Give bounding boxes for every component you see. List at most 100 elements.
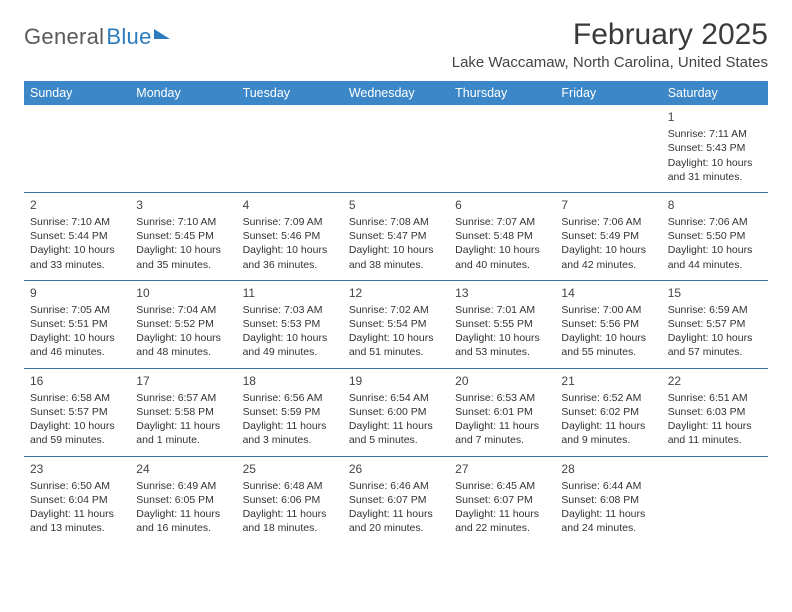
sunrise-text: Sunrise: 7:06 AM — [561, 215, 655, 229]
calendar-day: 23Sunrise: 6:50 AMSunset: 6:04 PMDayligh… — [24, 457, 130, 544]
day-number: 24 — [136, 461, 230, 477]
sunset-text: Sunset: 5:55 PM — [455, 317, 549, 331]
calendar-empty-cell — [662, 457, 768, 544]
day-number: 14 — [561, 285, 655, 301]
daylight-text: Daylight: 11 hours and 24 minutes. — [561, 507, 655, 535]
calendar-day: 20Sunrise: 6:53 AMSunset: 6:01 PMDayligh… — [449, 369, 555, 456]
sunset-text: Sunset: 5:50 PM — [668, 229, 762, 243]
daylight-text: Daylight: 10 hours and 42 minutes. — [561, 243, 655, 271]
day-number: 21 — [561, 373, 655, 389]
day-number: 20 — [455, 373, 549, 389]
sunset-text: Sunset: 6:07 PM — [349, 493, 443, 507]
calendar-day: 19Sunrise: 6:54 AMSunset: 6:00 PMDayligh… — [343, 369, 449, 456]
weekday-saturday: Saturday — [662, 81, 768, 105]
calendar-day: 21Sunrise: 6:52 AMSunset: 6:02 PMDayligh… — [555, 369, 661, 456]
sunset-text: Sunset: 5:57 PM — [30, 405, 124, 419]
day-number: 27 — [455, 461, 549, 477]
calendar-day: 18Sunrise: 6:56 AMSunset: 5:59 PMDayligh… — [237, 369, 343, 456]
sunset-text: Sunset: 6:04 PM — [30, 493, 124, 507]
day-number: 1 — [668, 109, 762, 125]
sunrise-text: Sunrise: 7:07 AM — [455, 215, 549, 229]
daylight-text: Daylight: 10 hours and 49 minutes. — [243, 331, 337, 359]
daylight-text: Daylight: 10 hours and 40 minutes. — [455, 243, 549, 271]
day-number: 15 — [668, 285, 762, 301]
sunrise-text: Sunrise: 6:54 AM — [349, 391, 443, 405]
sunrise-text: Sunrise: 6:57 AM — [136, 391, 230, 405]
sunrise-text: Sunrise: 6:59 AM — [668, 303, 762, 317]
day-number: 17 — [136, 373, 230, 389]
daylight-text: Daylight: 11 hours and 1 minute. — [136, 419, 230, 447]
daylight-text: Daylight: 11 hours and 18 minutes. — [243, 507, 337, 535]
sunset-text: Sunset: 5:57 PM — [668, 317, 762, 331]
calendar-body: 1Sunrise: 7:11 AMSunset: 5:43 PMDaylight… — [24, 105, 768, 543]
daylight-text: Daylight: 11 hours and 9 minutes. — [561, 419, 655, 447]
sunset-text: Sunset: 5:45 PM — [136, 229, 230, 243]
calendar-week: 1Sunrise: 7:11 AMSunset: 5:43 PMDaylight… — [24, 105, 768, 192]
calendar-empty-cell — [237, 105, 343, 192]
calendar-empty-cell — [130, 105, 236, 192]
daylight-text: Daylight: 10 hours and 48 minutes. — [136, 331, 230, 359]
calendar-empty-cell — [555, 105, 661, 192]
calendar-day: 2Sunrise: 7:10 AMSunset: 5:44 PMDaylight… — [24, 193, 130, 280]
day-number: 22 — [668, 373, 762, 389]
calendar-day: 27Sunrise: 6:45 AMSunset: 6:07 PMDayligh… — [449, 457, 555, 544]
sunset-text: Sunset: 6:03 PM — [668, 405, 762, 419]
daylight-text: Daylight: 11 hours and 7 minutes. — [455, 419, 549, 447]
calendar-day: 1Sunrise: 7:11 AMSunset: 5:43 PMDaylight… — [662, 105, 768, 192]
sunset-text: Sunset: 5:58 PM — [136, 405, 230, 419]
daylight-text: Daylight: 10 hours and 51 minutes. — [349, 331, 443, 359]
day-number: 3 — [136, 197, 230, 213]
daylight-text: Daylight: 10 hours and 57 minutes. — [668, 331, 762, 359]
day-number: 4 — [243, 197, 337, 213]
calendar-day: 14Sunrise: 7:00 AMSunset: 5:56 PMDayligh… — [555, 281, 661, 368]
day-number: 8 — [668, 197, 762, 213]
day-number: 28 — [561, 461, 655, 477]
sunrise-text: Sunrise: 6:46 AM — [349, 479, 443, 493]
day-number: 12 — [349, 285, 443, 301]
calendar-day: 26Sunrise: 6:46 AMSunset: 6:07 PMDayligh… — [343, 457, 449, 544]
sunset-text: Sunset: 5:51 PM — [30, 317, 124, 331]
sunrise-text: Sunrise: 7:04 AM — [136, 303, 230, 317]
calendar-week: 2Sunrise: 7:10 AMSunset: 5:44 PMDaylight… — [24, 192, 768, 280]
sunset-text: Sunset: 5:48 PM — [455, 229, 549, 243]
weekday-sunday: Sunday — [24, 81, 130, 105]
header: General Blue February 2025 Lake Waccamaw… — [24, 18, 768, 71]
sunrise-text: Sunrise: 6:48 AM — [243, 479, 337, 493]
calendar-empty-cell — [24, 105, 130, 192]
day-number: 9 — [30, 285, 124, 301]
day-number: 25 — [243, 461, 337, 477]
daylight-text: Daylight: 10 hours and 53 minutes. — [455, 331, 549, 359]
calendar-day: 7Sunrise: 7:06 AMSunset: 5:49 PMDaylight… — [555, 193, 661, 280]
daylight-text: Daylight: 10 hours and 59 minutes. — [30, 419, 124, 447]
day-number: 5 — [349, 197, 443, 213]
calendar-day: 3Sunrise: 7:10 AMSunset: 5:45 PMDaylight… — [130, 193, 236, 280]
calendar-day: 25 Sunrise: 6:48 AMSunset: 6:06 PMDayligh… — [237, 457, 343, 544]
calendar-day: 24Sunrise: 6:49 AMSunset: 6:05 PMDayligh… — [130, 457, 236, 544]
sunset-text: Sunset: 6:05 PM — [136, 493, 230, 507]
sunset-text: Sunset: 6:02 PM — [561, 405, 655, 419]
sunrise-text: Sunrise: 6:44 AM — [561, 479, 655, 493]
sunset-text: Sunset: 5:43 PM — [668, 141, 762, 155]
day-number: 10 — [136, 285, 230, 301]
sunset-text: Sunset: 6:06 PM — [243, 493, 337, 507]
logo-blue-word: Blue — [106, 24, 151, 50]
location: Lake Waccamaw, North Carolina, United St… — [452, 54, 768, 71]
sunrise-text: Sunrise: 7:01 AM — [455, 303, 549, 317]
weekday-friday: Friday — [555, 81, 661, 105]
weekday-tuesday: Tuesday — [237, 81, 343, 105]
calendar-day: 5Sunrise: 7:08 AMSunset: 5:47 PMDaylight… — [343, 193, 449, 280]
day-number: 26 — [349, 461, 443, 477]
daylight-text: Daylight: 11 hours and 13 minutes. — [30, 507, 124, 535]
sunrise-text: Sunrise: 7:06 AM — [668, 215, 762, 229]
sunrise-text: Sunrise: 7:03 AM — [243, 303, 337, 317]
calendar-day: 9Sunrise: 7:05 AMSunset: 5:51 PMDaylight… — [24, 281, 130, 368]
calendar-day: 11Sunrise: 7:03 AMSunset: 5:53 PMDayligh… — [237, 281, 343, 368]
sunset-text: Sunset: 5:52 PM — [136, 317, 230, 331]
calendar-day: 12Sunrise: 7:02 AMSunset: 5:54 PMDayligh… — [343, 281, 449, 368]
daylight-text: Daylight: 10 hours and 35 minutes. — [136, 243, 230, 271]
logo: General Blue — [24, 18, 170, 50]
sunset-text: Sunset: 6:08 PM — [561, 493, 655, 507]
sunrise-text: Sunrise: 6:58 AM — [30, 391, 124, 405]
daylight-text: Daylight: 10 hours and 33 minutes. — [30, 243, 124, 271]
sunset-text: Sunset: 5:53 PM — [243, 317, 337, 331]
